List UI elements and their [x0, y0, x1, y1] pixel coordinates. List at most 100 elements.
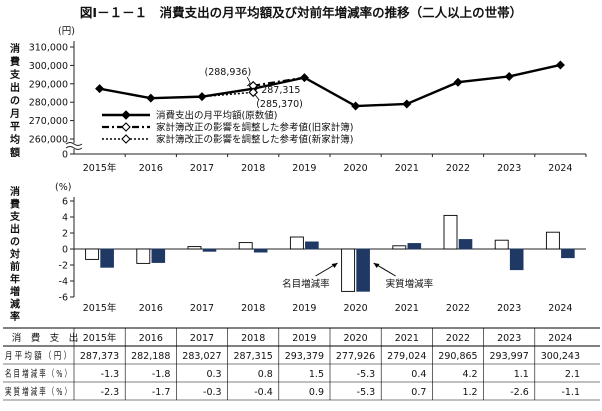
- bar-nominal: [85, 248, 100, 260]
- table-header-year: 2024: [548, 333, 572, 344]
- top-ylabel-char: 費: [10, 55, 20, 68]
- table-cell: -1.7: [152, 387, 171, 398]
- series-line-new-ledger: [201, 91, 254, 98]
- table-header-year: 2016: [139, 333, 163, 344]
- table-header-year: 2023: [497, 333, 521, 344]
- bottom-x-tick-label: 2018: [241, 303, 265, 314]
- legend-swatch-marker: [121, 134, 131, 144]
- bottom-y-tick-label: 2: [62, 229, 68, 240]
- table-row-label: 実 質 増 減 率 （ % ）: [5, 386, 71, 398]
- series-point-new-ledger: [248, 87, 259, 98]
- bottom-ylabel-char: 消: [10, 185, 20, 198]
- top-ylabel-char: 平: [10, 121, 20, 133]
- table-header-year: 2019: [292, 333, 316, 344]
- annotation-original-2018: 287,315: [261, 85, 300, 96]
- series-point-original: [146, 93, 156, 103]
- legend-label: 消費支出の月平均額(原数値): [156, 110, 277, 122]
- top-axis-break: [65, 142, 83, 150]
- bar-nominal: [238, 242, 253, 250]
- bar-nominal: [443, 214, 458, 250]
- top-y-tick-label: 260,000: [29, 135, 68, 146]
- bottom-ylabel-char: 減: [10, 298, 20, 311]
- table-cell: 1.2: [462, 387, 477, 398]
- bar-real: [202, 248, 217, 252]
- bar-nominal: [289, 236, 304, 250]
- bottom-x-tick-label: 2024: [548, 303, 572, 314]
- top-x-tick-label: 2019: [292, 163, 316, 174]
- table-cell: 277,926: [336, 351, 375, 362]
- bottom-y-tick-label: -2: [59, 261, 68, 272]
- table-cell: 2.1: [565, 369, 580, 380]
- table-cell: -0.3: [203, 387, 222, 398]
- annotation-arrowhead-nominal: [331, 263, 338, 268]
- top-ylabel: 消費支出の月平均額: [9, 42, 21, 159]
- top-y-tick-label: 280,000: [29, 98, 68, 109]
- bottom-ylabel-char: 前: [10, 260, 20, 273]
- series-point-original: [351, 101, 361, 111]
- table-header-label: 消 費 支 出: [12, 332, 79, 344]
- bottom-y-tick-label: 4: [62, 213, 68, 224]
- top-ylabel-char: 出: [10, 81, 20, 94]
- data-table: 消 費 支 出 2015年 2016 2017 2018 2019 2020 2021 2022…: [3, 327, 600, 401]
- bottom-y-tick-label: 0: [62, 245, 68, 256]
- series-point-original: [504, 71, 514, 81]
- series-line-old-ledger: [253, 76, 305, 87]
- table-cell: 293,379: [285, 351, 324, 362]
- legend-swatch-marker: [121, 122, 131, 132]
- bar-real: [509, 248, 524, 271]
- legend-swatch-marker: [121, 110, 131, 120]
- series-point-original: [402, 99, 412, 109]
- annotation-bracket: [246, 76, 251, 87]
- series-point-original: [453, 77, 463, 87]
- top-x-tick-label: 2018: [241, 163, 265, 174]
- annotation-real-rate: 実質増減率: [386, 278, 434, 290]
- annotation-leader: [254, 94, 260, 101]
- table-cell: 293,997: [490, 351, 529, 362]
- table-header-year: 2017: [190, 333, 214, 344]
- top-unit-label: (円): [58, 26, 75, 37]
- bottom-y-tick-label: -6: [59, 293, 68, 304]
- bottom-ylabel-char: 増: [10, 285, 20, 298]
- bar-real: [100, 248, 114, 268]
- top-y-tick-label: 290,000: [29, 79, 68, 90]
- table-cell: -5.3: [357, 369, 376, 380]
- bottom-unit-label: (%): [55, 182, 71, 193]
- bottom-ylabel-char: 費: [10, 198, 20, 211]
- top-ylabel-char: 月: [9, 108, 20, 120]
- top-y-tick-label: 300,000: [29, 61, 68, 72]
- annotation-old-ledger: (288,936): [204, 67, 251, 78]
- top-ylabel-char: 消: [10, 42, 20, 55]
- table-cell: -1.8: [152, 369, 171, 380]
- top-x-tick-label: 2015年: [83, 162, 117, 174]
- table-cell: -1.3: [101, 369, 120, 380]
- bar-real: [253, 248, 268, 253]
- bar-nominal: [187, 246, 202, 250]
- bottom-y-tick-label: 6: [62, 197, 68, 208]
- top-y-tick-label: 310,000: [29, 43, 68, 54]
- table-cell: 279,024: [387, 351, 426, 362]
- table-header-year: 2018: [241, 333, 265, 344]
- table-cell: 0.3: [206, 369, 221, 380]
- top-x-tick-label: 2022: [446, 163, 470, 174]
- table-cell: 1.1: [514, 369, 529, 380]
- table-cell: 4.2: [462, 369, 477, 380]
- table-cell: -0.4: [254, 387, 273, 398]
- top-axis-break-mask: [66, 143, 82, 149]
- table-row-label: 月 平 均 額 （ 円 ）: [5, 350, 71, 362]
- table-cell: -1.1: [561, 387, 580, 398]
- table-header-year: 2022: [446, 333, 470, 344]
- table-cell: 287,373: [80, 351, 119, 362]
- bottom-x-tick-label: 2017: [190, 303, 214, 314]
- top-x-tick-label: 2024: [548, 163, 572, 174]
- bar-real: [151, 248, 166, 263]
- table-cell: 0.9: [309, 387, 324, 398]
- top-ylabel-char: の: [10, 96, 20, 107]
- annotation-nominal-rate: 名目増減率: [282, 278, 330, 290]
- bottom-ylabel-char: 年: [10, 273, 20, 286]
- series-line-original: [99, 63, 561, 108]
- table-cell: 1.5: [309, 369, 324, 380]
- table-cell: 287,315: [234, 351, 273, 362]
- bar-nominal: [494, 239, 509, 250]
- legend-label: 家計簿改正の影響を調整した参考値(新家計簿): [156, 134, 353, 146]
